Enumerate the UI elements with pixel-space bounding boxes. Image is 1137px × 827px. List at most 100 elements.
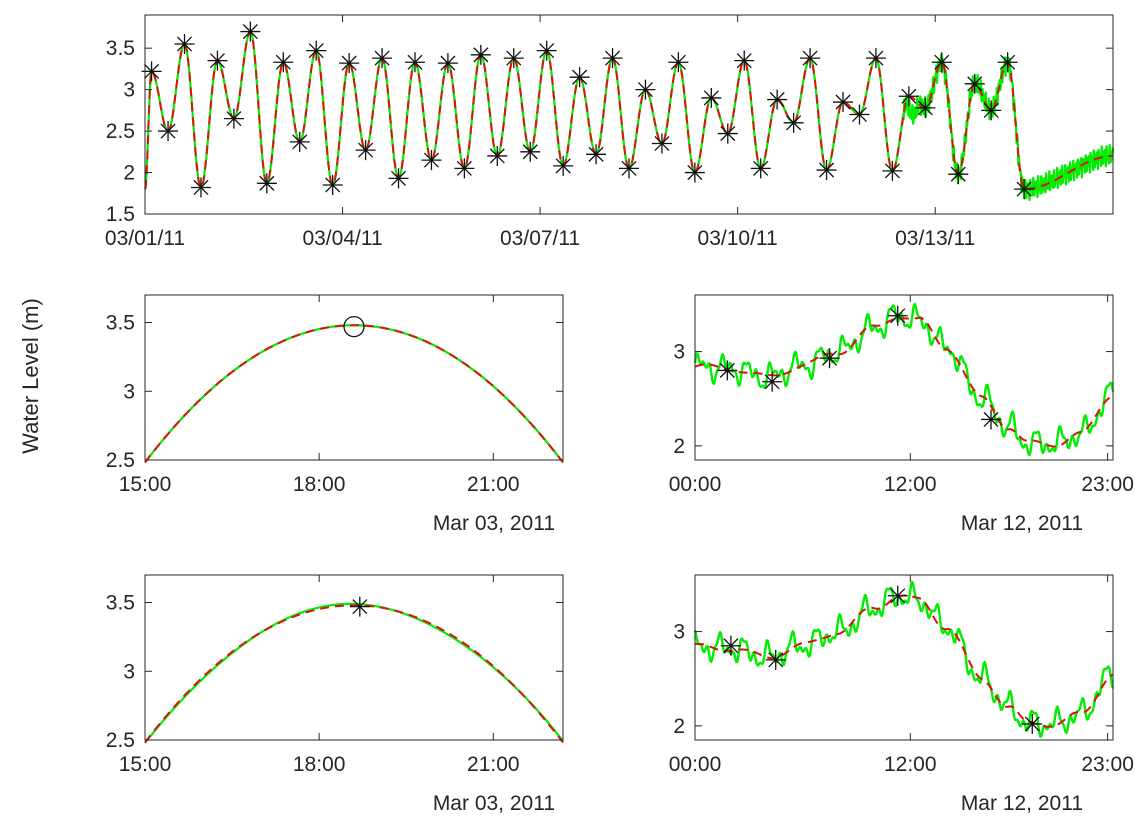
extremum-marker (887, 305, 908, 326)
mid-left-xtick-label: 21:00 (467, 473, 520, 496)
extremum-marker (619, 158, 639, 179)
extremum-marker-stroke (720, 126, 736, 142)
extremum-marker (765, 649, 786, 670)
extremum-marker-stroke (352, 599, 368, 615)
extremum-marker (816, 160, 837, 181)
bot-left-xtick-label: 18:00 (293, 753, 346, 776)
mid-left-date-label: Mar 03, 2011 (433, 512, 555, 535)
extremum-marker-stroke (605, 50, 621, 66)
extremum-marker-stroke (621, 160, 637, 176)
mid-right-ytick-label: 3 (673, 341, 685, 364)
top-xtick-label: 03/10/11 (698, 227, 778, 250)
extremum-marker (174, 34, 195, 55)
extremum-marker-stroke (1016, 181, 1032, 197)
top-ytick-label: 3 (123, 79, 135, 102)
extremum-marker (421, 150, 442, 171)
extremum-marker-stroke (819, 162, 835, 178)
extremum-marker (240, 21, 261, 42)
panel-mid-left: 15:00 18:00 21:00 2.5 3 3.5 Mar 03, 2011 (106, 294, 564, 535)
extremum-marker-stroke (423, 152, 439, 168)
extremum-marker-stroke (588, 146, 604, 162)
extremum-marker-stroke (325, 177, 341, 193)
fitted-series-line (694, 594, 1114, 728)
bot-right-ytick-label: 2 (673, 715, 685, 738)
extremum-marker-stroke (822, 350, 838, 366)
extremum-marker-stroke (764, 374, 780, 390)
extremum-marker-stroke (723, 638, 739, 654)
extremum-marker (536, 40, 557, 61)
extremum-marker-stroke (983, 411, 999, 427)
extremum-marker-stroke (753, 160, 769, 176)
top-axes-box (144, 14, 1114, 215)
bot-right-xtick-label: 23:00 (1081, 753, 1134, 776)
top-ytick-label: 1.5 (106, 203, 135, 226)
extremum-marker-stroke (341, 55, 357, 71)
bot-left-ytick-label: 3 (123, 660, 135, 683)
extremum-marker-stroke (786, 115, 802, 131)
extremum-marker (865, 48, 886, 69)
extremum-marker (339, 53, 360, 74)
panel-bot-left: 15:00 18:00 21:00 2.5 3 3.5 Mar 03, 2011 (106, 574, 564, 815)
extremum-marker-stroke (275, 54, 291, 70)
extremum-marker (454, 158, 475, 179)
panel-bot-right: 00:00 12:00 23:00 2 3 Mar 12, 2011 (669, 574, 1134, 815)
extremum-marker (948, 164, 969, 185)
extremum-marker (223, 108, 244, 129)
top-xtick-label: 03/13/11 (895, 227, 975, 250)
extremum-marker (767, 89, 788, 110)
extremum-marker (915, 97, 936, 118)
extremum-marker (819, 348, 840, 369)
extremum-marker-stroke (390, 170, 407, 186)
extremum-marker (349, 596, 370, 617)
extremum-marker (701, 87, 722, 108)
extremum-marker (470, 44, 491, 65)
extremum-marker (964, 73, 985, 94)
bot-left-date-label: Mar 03, 2011 (433, 792, 555, 815)
mid-left-ytick-label: 2.5 (106, 449, 135, 472)
mid-right-xtick-label: 12:00 (884, 473, 937, 496)
extremum-marker-stroke (835, 94, 851, 110)
mid-left-xtick-label: 18:00 (293, 473, 346, 496)
extremum-marker (882, 160, 903, 181)
extremum-marker-stroke (226, 111, 242, 127)
mid-right-xtick-label: 00:00 (669, 473, 722, 496)
bot-left-xtick-label: 21:00 (467, 753, 520, 776)
extremum-marker-stroke (868, 50, 884, 66)
extremum-marker-stroke (736, 53, 752, 69)
extremum-marker (343, 315, 365, 338)
extremum-marker (437, 53, 458, 74)
extremum-marker (750, 158, 771, 179)
extremum-marker-stroke (703, 90, 719, 106)
extremum-marker-stroke (890, 308, 906, 324)
extremum-marker-stroke (769, 92, 785, 108)
mid-left-ytick-label: 3 (123, 380, 135, 403)
extremum-marker-stroke (934, 54, 950, 70)
extremum-marker (981, 409, 1002, 430)
extremum-marker (981, 100, 1002, 121)
extremum-marker (404, 52, 425, 73)
extremum-marker-stroke (555, 158, 571, 174)
extremum-marker (651, 133, 672, 154)
extremum-marker (388, 168, 409, 189)
top-ytick-label: 3.5 (106, 37, 135, 60)
extremum-marker-stroke (506, 50, 522, 66)
extremum-marker (1022, 713, 1043, 734)
top-xtick-label: 03/04/11 (302, 227, 382, 250)
extremum-marker (503, 48, 524, 69)
extremum-marker (887, 585, 908, 606)
bot-left-xtick-label: 15:00 (119, 753, 172, 776)
extremum-marker (1014, 179, 1035, 200)
bot-right-xtick-label: 12:00 (884, 753, 937, 776)
extremum-marker (717, 360, 738, 381)
mid-right-xtick-label: 23:00 (1081, 473, 1134, 496)
bot-left-ytick-label: 2.5 (106, 729, 135, 752)
top-xtick-label: 03/07/11 (500, 227, 580, 250)
bot-right-axes-box (694, 574, 1114, 741)
extremum-marker-stroke (522, 144, 538, 160)
extremum-marker (762, 371, 783, 392)
top-xtick-label: 03/01/11 (105, 227, 185, 250)
extremum-marker (684, 162, 705, 183)
top-ytick-label: 2.5 (106, 120, 135, 143)
extremum-marker-stroke (572, 69, 588, 85)
extremum-marker-stroke (160, 123, 176, 139)
